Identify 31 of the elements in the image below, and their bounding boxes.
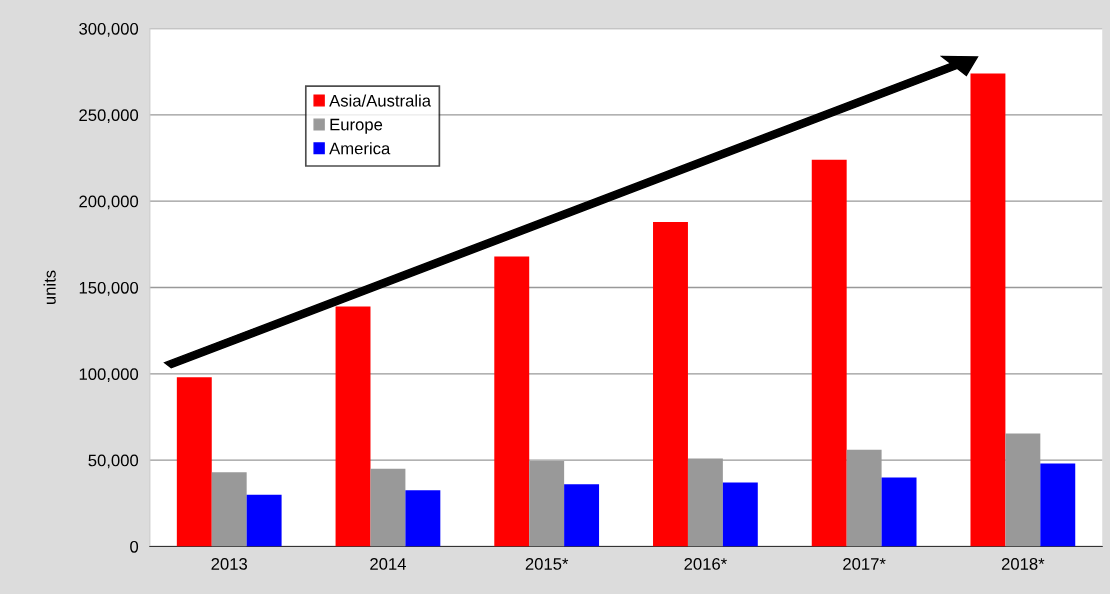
x-tick-label: 2018*: [1001, 558, 1045, 570]
bar: [370, 468, 406, 547]
bar: [211, 472, 247, 547]
x-tick-label: 2017*: [843, 558, 886, 570]
bar: [564, 484, 600, 547]
legend-label: Europe: [330, 118, 383, 134]
bar: [246, 494, 282, 547]
bar: [405, 490, 441, 547]
bar: [335, 306, 371, 547]
x-tick-label: 2015*: [525, 558, 569, 570]
bar: [653, 221, 688, 547]
bar: [176, 377, 212, 547]
y-tick-label: 150,000: [79, 281, 139, 296]
bar: [970, 73, 1006, 547]
legend-label: Asia/Australia: [329, 94, 432, 107]
y-tick-label: 300,000: [79, 22, 139, 37]
legend-label: America: [329, 142, 391, 155]
bar: [494, 256, 530, 547]
y-tick-label: 200,000: [79, 195, 139, 210]
x-tick-label: 2013: [211, 558, 248, 570]
y-tick-label: 250,000: [79, 109, 139, 124]
bar: [1040, 463, 1076, 547]
y-tick-label: 50,000: [88, 454, 139, 469]
y-tick-label: 100,000: [79, 368, 139, 382]
y-tick-label: 0: [130, 540, 139, 553]
x-tick-label: 2014: [370, 558, 406, 570]
bar: [811, 159, 847, 547]
y-axis-title: units: [43, 270, 56, 305]
x-tick-label: 2016*: [684, 558, 727, 570]
bar: [722, 482, 758, 547]
bar: [881, 477, 917, 547]
